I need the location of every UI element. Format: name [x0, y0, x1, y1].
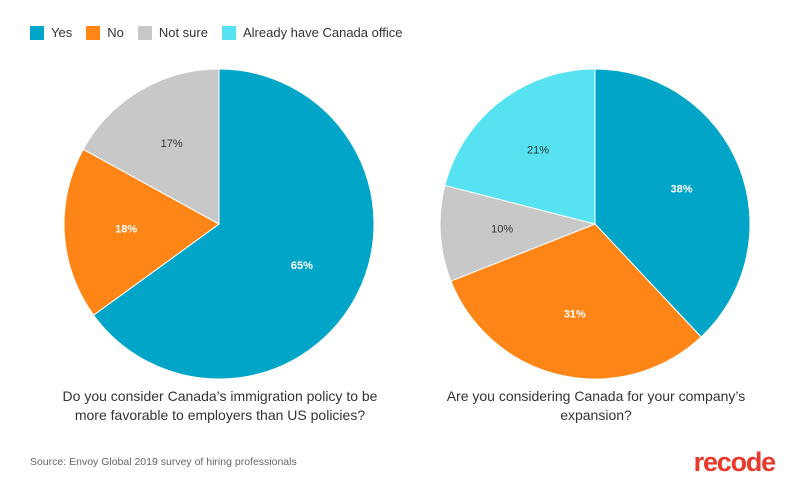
pie-2-slice-label-no: 31% — [564, 309, 586, 321]
legend-label-not-sure: Not sure — [158, 25, 208, 40]
pie-2-slice-label-already-have-canada-office: 21% — [527, 144, 549, 156]
pie-1-slice-not-sure — [82, 68, 220, 225]
legend-swatch-already-have-office — [221, 25, 236, 40]
pie-2-caption-line-2: expansion? — [560, 407, 632, 423]
pie-1-slice-label-yes: 65% — [291, 260, 313, 272]
pie-chart-immigration-policy: 65% 18% 17% — [63, 68, 375, 380]
pie-1-caption-line-1: Do you consider Canada’s immigration pol… — [62, 388, 378, 404]
pie-2-slice-label-yes: 38% — [670, 184, 692, 196]
legend-item-no: No — [86, 25, 124, 40]
pie-1-caption-line-2: more favorable to employers than US poli… — [74, 407, 366, 423]
pie-2-caption-line-1: Are you considering Canada for your comp… — [446, 388, 746, 404]
pie-2-slice-no — [450, 223, 702, 380]
legend: Yes No Not sure Already have Canada offi… — [30, 25, 416, 40]
pie-chart-canada-expansion: 38% 31% 10% 21% — [439, 68, 751, 380]
legend-item-not-sure: Not sure — [137, 25, 208, 40]
legend-label-no: No — [107, 25, 124, 40]
legend-label-already-have-office: Already have Canada office — [242, 25, 403, 40]
legend-item-yes: Yes — [30, 25, 72, 40]
recode-logo: recode — [693, 447, 777, 477]
legend-swatch-yes — [30, 25, 44, 40]
pie-1-slice-yes — [92, 68, 375, 380]
pie-2-slice-already-have-canada-office — [444, 68, 596, 225]
source-note: Source: Envoy Global 2019 survey of hiri… — [30, 456, 297, 468]
pie-1-slice-label-not-sure: 17% — [161, 138, 183, 150]
pie-2-slice-label-not-sure: 10% — [491, 224, 513, 236]
legend-item-already-have-office: Already have Canada office — [221, 25, 403, 40]
pie-1-slice-no — [63, 148, 220, 316]
legend-swatch-no — [86, 25, 101, 40]
pie-2-slice-not-sure — [439, 184, 597, 282]
pie-1-slice-label-no: 18% — [115, 224, 137, 236]
pie-2-slice-yes — [594, 68, 751, 338]
pie-2-caption: Are you considering Canada for your comp… — [426, 387, 766, 425]
legend-label-yes: Yes — [51, 25, 73, 40]
legend-swatch-not-sure — [137, 25, 152, 40]
pie-1-caption: Do you consider Canada’s immigration pol… — [50, 387, 390, 425]
